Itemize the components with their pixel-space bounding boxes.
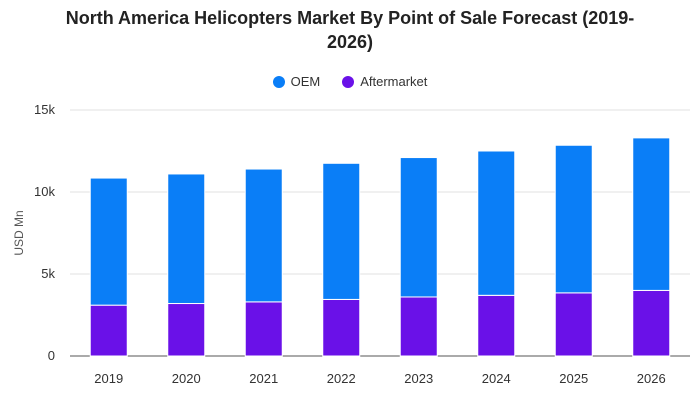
grid-layer xyxy=(70,109,690,357)
chart-title-line-1: North America Helicopters Market By Poin… xyxy=(65,8,635,28)
y-tick-label: 0 xyxy=(48,348,55,363)
bar-aftermarket[interactable] xyxy=(322,298,361,357)
bar-oem[interactable] xyxy=(244,168,283,303)
bar-aftermarket[interactable] xyxy=(632,289,671,357)
y-tick-label: 5k xyxy=(41,266,55,281)
bar-oem[interactable] xyxy=(322,162,361,300)
bar-layer xyxy=(89,137,671,357)
x-tick-label: 2021 xyxy=(249,371,278,386)
bar-aftermarket[interactable] xyxy=(167,303,206,357)
chart-title: North America Helicopters Market By Poin… xyxy=(0,6,700,54)
bar-oem[interactable] xyxy=(477,150,516,296)
x-tick-label: 2022 xyxy=(327,371,356,386)
x-tick-label: 2024 xyxy=(482,371,511,386)
x-tick-label: 2025 xyxy=(559,371,588,386)
chart-title-line-2: 2026) xyxy=(326,32,374,52)
bar-oem[interactable] xyxy=(167,173,206,305)
bar-aftermarket[interactable] xyxy=(399,296,438,357)
bar-aftermarket[interactable] xyxy=(477,294,516,357)
axis-layer: 0 5k 10k 15k 2019 2020 2021 2022 2023 2024 2025 202… xyxy=(34,102,666,386)
x-tick-label: 2023 xyxy=(404,371,433,386)
legend-item-aftermarket[interactable]: Aftermarket xyxy=(342,74,427,89)
bar-aftermarket[interactable] xyxy=(89,304,128,357)
x-tick-label: 2026 xyxy=(637,371,666,386)
x-tick-label: 2019 xyxy=(94,371,123,386)
x-tick-label: 2020 xyxy=(172,371,201,386)
legend-swatch-aftermarket xyxy=(342,75,355,88)
legend-swatch-oem xyxy=(272,75,285,88)
y-tick-label: 15k xyxy=(34,102,55,117)
legend-label-oem: OEM xyxy=(290,74,321,89)
bar-oem[interactable] xyxy=(632,137,671,291)
y-axis-label: USD Mn xyxy=(12,210,26,255)
legend-item-oem[interactable]: OEM xyxy=(272,74,321,89)
chart-legend: OEM Aftermarket xyxy=(0,74,700,89)
bar-oem[interactable] xyxy=(399,157,438,298)
y-tick-label: 10k xyxy=(34,184,55,199)
bar-aftermarket[interactable] xyxy=(244,301,283,357)
bar-oem[interactable] xyxy=(554,144,593,294)
bar-aftermarket[interactable] xyxy=(554,292,593,357)
legend-label-aftermarket: Aftermarket xyxy=(360,74,428,89)
bar-oem[interactable] xyxy=(89,177,128,306)
